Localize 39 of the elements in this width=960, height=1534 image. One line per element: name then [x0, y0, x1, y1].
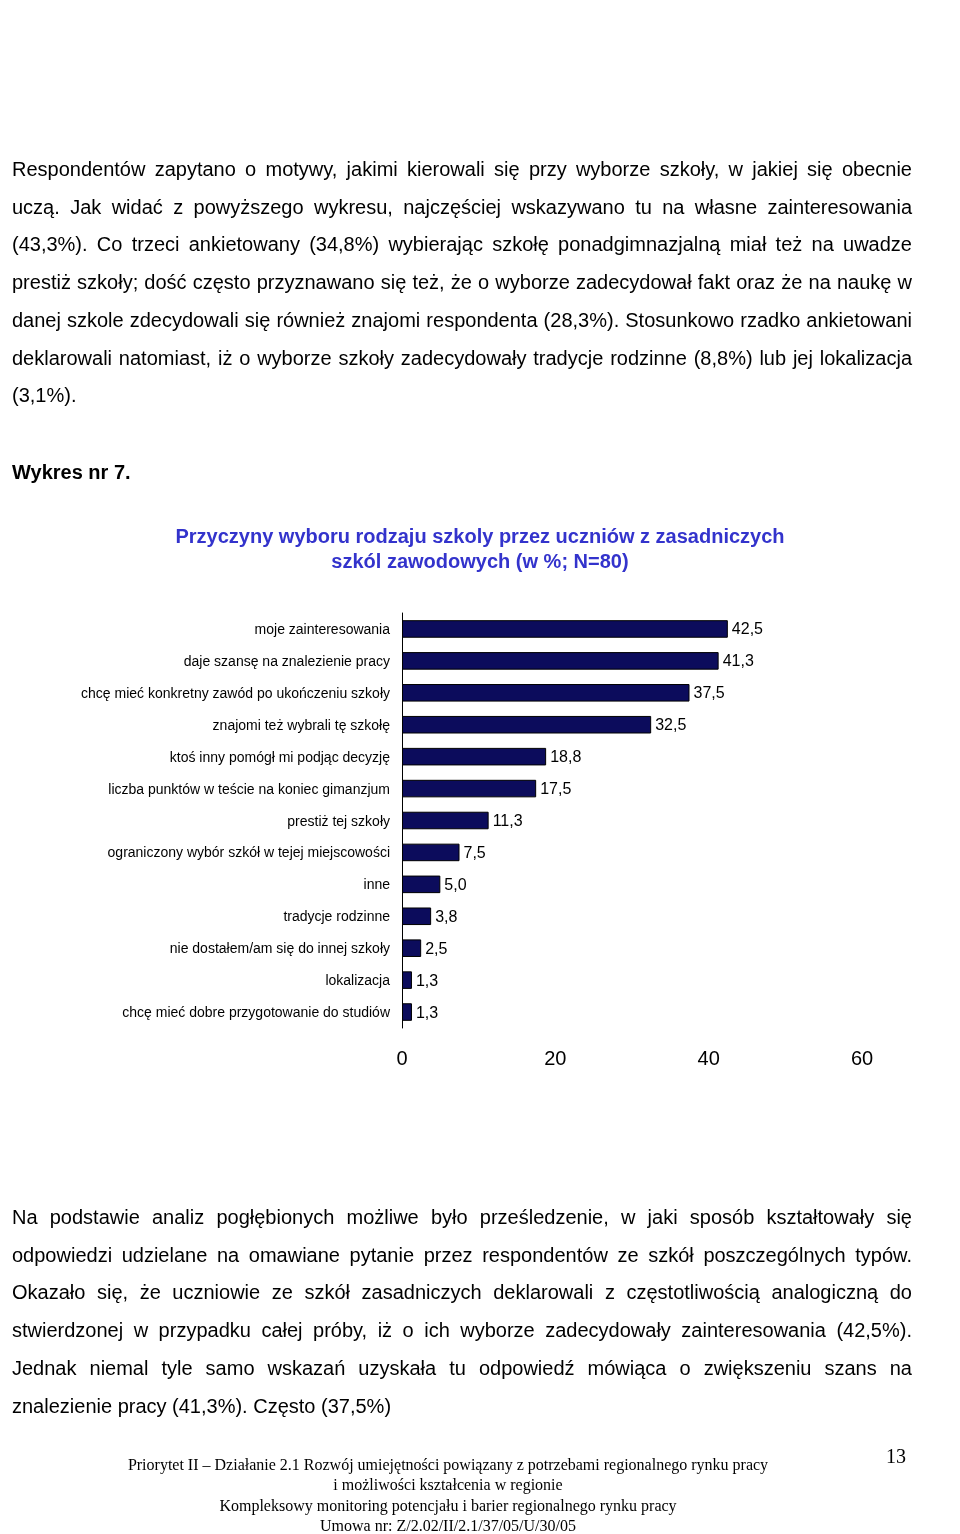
- data-label: 1,3: [415, 1003, 439, 1021]
- text: Na podstawie analiz pogłębionych możliwe było prześledzenie, w jaki sposób kształtowały się odpowiedzi udzielane na omawiane pytanie przez respondentów ze szkół poszczególnych typów. Okazało się, że uczniowie ze szkół zasadniczych deklarowali z częstotliwością analogiczną do stwierdzonej w przypadku całej próby, iż o ich wyborze zadecydowały zainteresowania (42,5%). Jednak niemal tyle samo wskazań uzyskała tu odpowiedź mówiąca o zwiększeniu szans na znalezienie pracy (41,3%). Często (37,5%): [12, 1205, 912, 1419]
- y-tick-label: ktoś inny pomógł mi podjąc decyzję: [169, 748, 391, 765]
- y-tick-label: inne: [363, 876, 391, 893]
- text: 13: [886, 1445, 906, 1468]
- y-tick-label: nie dostałem/am się do innej szkoły: [169, 940, 390, 957]
- y-tick-label: znajomi też wybrali tę szkołę: [212, 716, 391, 733]
- x-tick-label: 60: [850, 1047, 874, 1069]
- data-label: 32,5: [655, 716, 687, 734]
- chart-title: Przyczyny wyboru rodzaju szkoly przez uczniów z zasadniczych szkól zawodowych (w %; N=80): [175, 524, 785, 572]
- y-tick-label: ograniczony wybór szkół w tejej miejscowości: [107, 844, 390, 861]
- text: Priorytet II – Działanie 2.1 Rozwój umiejętności powiązany z potrzebami regionalnego rynku pracy: [126, 1455, 770, 1476]
- text: i możliwości kształcenia w regionie: [332, 1475, 564, 1496]
- data-label: 41,3: [722, 652, 754, 670]
- data-label: 42,5: [731, 620, 764, 638]
- y-tick-label: daje szansę na znalezienie pracy: [183, 652, 390, 669]
- data-label: 1,3: [415, 971, 439, 989]
- x-tick-label: 20: [544, 1047, 567, 1069]
- y-tick-label: prestiż tej szkoły: [287, 812, 390, 829]
- y-tick-label: chcę mieć dobre przygotowanie do studiów: [122, 1004, 391, 1021]
- data-label: 2,5: [425, 939, 448, 957]
- data-label: 18,8: [550, 748, 582, 766]
- y-tick-label: liczba punktów w teście na koniec gimanzjum: [108, 780, 390, 797]
- text: Respondentów zapytano o motywy, jakimi kierowali się przy wyborze szkoły, w jakiej się obecnie uczą. Jak widać z powyższego wykresu, najczęściej wskazywano tu na własne zainteresowania (43,3%). Co trzeci ankietowany (34,8%) wybierając szkołę ponadgimnazjalną miał też na uwadze prestiż szkoły; dość często przyznawano się też, że o wyborze zadecydował fakt oraz że na naukę w danej szkole zdecydowali się również znajomi respondenta (28,3%). Stosunkowo rzadko ankietowani deklarowali natomiast, iż o wyborze szkoły zadecydowały tradycje rodzinne (8,8%) lub jej lokalizacja (3,1%).: [12, 157, 912, 409]
- y-tick-label: lokalizacja: [325, 972, 391, 989]
- y-tick-label: moje zainteresowania: [254, 620, 391, 637]
- text: Kompleksowy monitoring potencjału i barier regionalnego rynku pracy: [218, 1495, 678, 1516]
- data-label: 5,0: [444, 875, 467, 893]
- data-label: 37,5: [693, 684, 725, 702]
- y-tick-label: tradycje rodzinne: [283, 908, 391, 925]
- data-label: 7,5: [463, 843, 486, 861]
- data-label: 17,5: [540, 780, 572, 798]
- y-tick-label: chcę mieć konkretny zawód po ukończeniu szkoły: [81, 684, 390, 701]
- x-tick-label: 0: [396, 1047, 408, 1069]
- data-label: 11,3: [492, 812, 523, 829]
- text: Wykres nr 7.: [12, 460, 132, 485]
- text: Umowa nr: Z/2.02/II/2.1/37/05/U/30/05: [319, 1515, 577, 1534]
- data-label: 3,8: [435, 907, 458, 925]
- x-tick-label: 40: [697, 1047, 720, 1069]
